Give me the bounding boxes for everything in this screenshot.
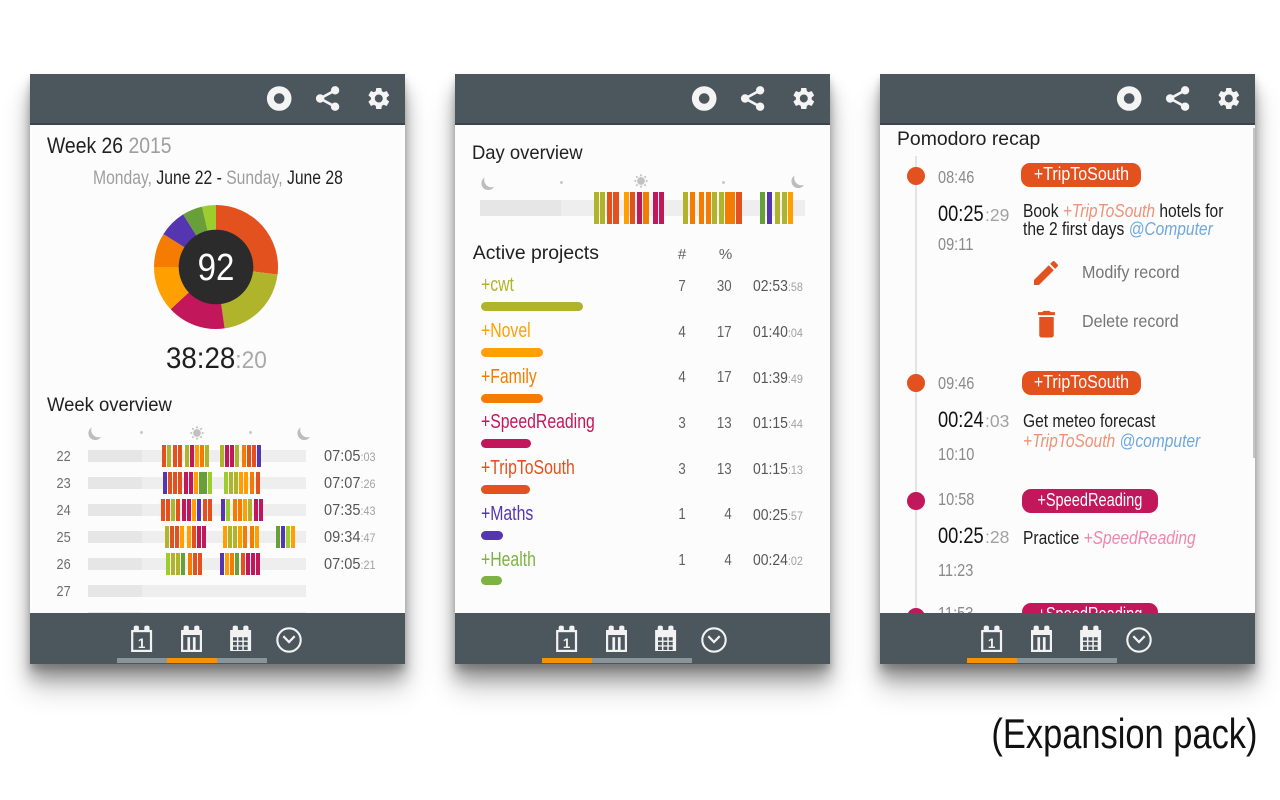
svg-text:1: 1 <box>138 636 146 651</box>
svg-text:1: 1 <box>988 636 996 651</box>
svg-text:1: 1 <box>563 636 571 651</box>
